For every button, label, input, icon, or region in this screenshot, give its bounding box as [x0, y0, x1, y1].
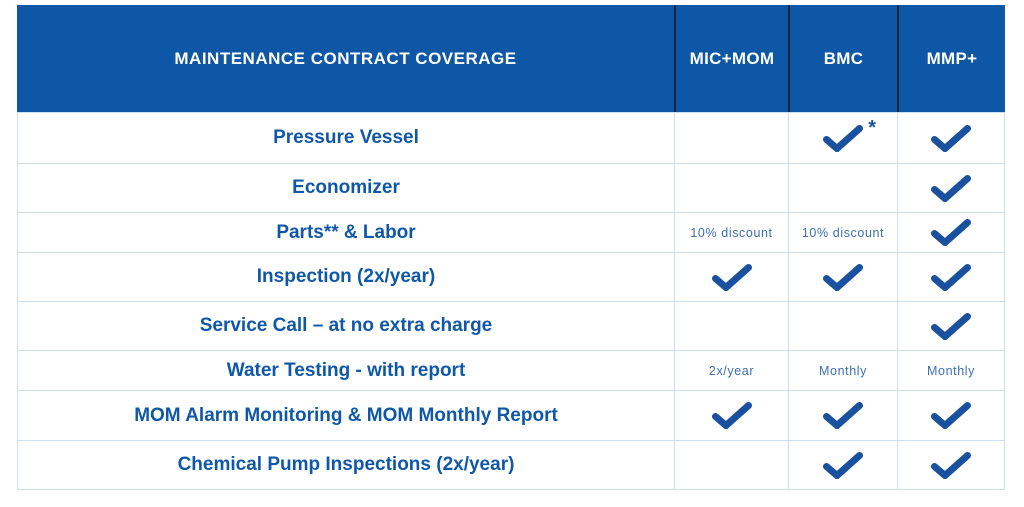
check-wrap	[931, 124, 971, 153]
coverage-cell: 10% discount	[674, 212, 788, 252]
check-icon	[823, 451, 863, 480]
check-asterisk-note: *	[868, 116, 876, 139]
coverage-cell	[897, 390, 1005, 440]
feature-label: Parts** & Labor	[17, 212, 674, 252]
maintenance-coverage-table: MAINTENANCE CONTRACT COVERAGE MIC+MOM BM…	[17, 5, 1005, 490]
feature-label: Chemical Pump Inspections (2x/year)	[17, 440, 674, 490]
coverage-cell: Monthly	[788, 350, 897, 390]
check-wrap	[823, 402, 863, 431]
check-icon	[823, 402, 863, 431]
feature-label: Pressure Vessel	[17, 112, 674, 163]
coverage-cell	[897, 301, 1005, 350]
check-wrap	[711, 263, 752, 292]
check-wrap	[931, 451, 971, 480]
check-wrap	[711, 402, 752, 431]
column-header-mmp: MMP+	[897, 5, 1005, 112]
column-header-bmc: BMC	[788, 5, 897, 112]
column-header-label: BMC	[823, 48, 864, 68]
check-wrap	[931, 174, 971, 203]
coverage-cell	[674, 252, 788, 301]
coverage-cell	[897, 212, 1005, 252]
check-icon	[931, 263, 971, 292]
coverage-cell	[897, 440, 1005, 490]
coverage-cell	[674, 112, 788, 163]
cell-text: Monthly	[927, 363, 975, 378]
coverage-cell	[788, 390, 897, 440]
coverage-cell: 10% discount	[788, 212, 897, 252]
check-icon	[711, 263, 752, 292]
coverage-cell	[674, 440, 788, 490]
coverage-cell	[788, 252, 897, 301]
cell-text: 10% discount	[690, 225, 773, 240]
coverage-cell	[788, 163, 897, 212]
cell-text: 10% discount	[801, 225, 885, 240]
feature-label: Water Testing - with report	[17, 350, 674, 390]
table-title: MAINTENANCE CONTRACT COVERAGE	[17, 5, 674, 112]
check-wrap	[931, 402, 971, 431]
check-wrap	[823, 451, 863, 480]
check-wrap	[823, 263, 863, 292]
check-icon	[931, 312, 971, 341]
coverage-cell	[897, 163, 1005, 212]
check-icon	[931, 451, 971, 480]
check-wrap	[931, 219, 971, 248]
check-wrap	[931, 263, 971, 292]
coverage-cell	[674, 390, 788, 440]
check-wrap: *	[823, 118, 876, 153]
check-icon	[823, 263, 863, 292]
column-header-label: MIC+MOM	[689, 48, 775, 68]
check-icon	[931, 124, 971, 153]
coverage-cell	[897, 112, 1005, 163]
check-icon	[931, 174, 971, 203]
coverage-cell	[674, 301, 788, 350]
coverage-cell	[788, 301, 897, 350]
coverage-cell	[788, 440, 897, 490]
feature-label: Inspection (2x/year)	[17, 252, 674, 301]
feature-label: MOM Alarm Monitoring & MOM Monthly Repor…	[17, 390, 674, 440]
feature-label: Economizer	[17, 163, 674, 212]
coverage-cell: *	[788, 112, 897, 163]
check-wrap	[931, 312, 971, 341]
check-icon	[931, 219, 971, 248]
check-icon	[711, 402, 752, 431]
coverage-cell	[897, 252, 1005, 301]
coverage-cell: Monthly	[897, 350, 1005, 390]
table-title-label: MAINTENANCE CONTRACT COVERAGE	[174, 48, 517, 68]
column-header-mic-mom: MIC+MOM	[674, 5, 788, 112]
cell-text: 2x/year	[708, 363, 755, 378]
check-icon	[931, 402, 971, 431]
column-header-label: MMP+	[926, 48, 978, 68]
cell-text: Monthly	[819, 363, 867, 378]
coverage-cell: 2x/year	[674, 350, 788, 390]
feature-label: Service Call – at no extra charge	[17, 301, 674, 350]
coverage-cell	[674, 163, 788, 212]
check-icon	[823, 124, 863, 153]
